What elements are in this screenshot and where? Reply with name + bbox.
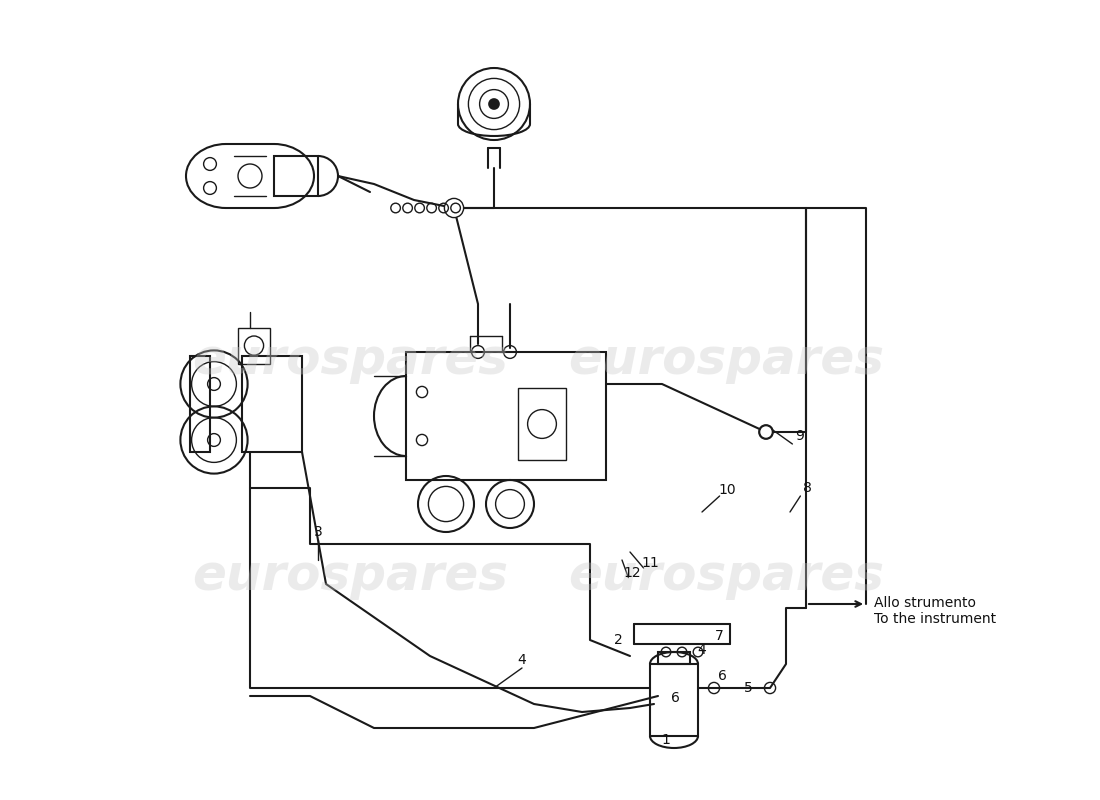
Text: eurospares: eurospares [568,552,884,600]
Text: eurospares: eurospares [192,336,508,384]
Text: 11: 11 [641,556,659,570]
Text: eurospares: eurospares [192,552,508,600]
Text: 6: 6 [671,690,680,705]
Text: 6: 6 [718,669,727,683]
Bar [242,356,302,452]
Text: 3: 3 [314,525,322,539]
Text: 12: 12 [624,566,641,580]
Bar [274,156,318,196]
Bar [406,352,606,480]
Text: 1: 1 [661,733,670,747]
Circle shape [760,426,772,438]
Circle shape [490,99,498,109]
Bar [238,328,270,364]
Text: 9: 9 [795,429,804,443]
Text: 4: 4 [697,642,706,657]
Text: 4: 4 [518,653,527,667]
Bar [518,388,567,460]
Circle shape [444,198,463,218]
Text: eurospares: eurospares [568,336,884,384]
Text: 5: 5 [744,681,752,695]
Circle shape [417,434,428,446]
Text: Allo strumento
To the instrument: Allo strumento To the instrument [874,596,997,626]
Text: 8: 8 [803,481,812,495]
Text: 7: 7 [715,629,724,643]
Text: 10: 10 [718,483,736,498]
Bar [658,652,690,664]
Circle shape [417,386,428,398]
Bar [650,664,699,736]
Text: 2: 2 [614,633,623,647]
Bar [190,356,210,452]
